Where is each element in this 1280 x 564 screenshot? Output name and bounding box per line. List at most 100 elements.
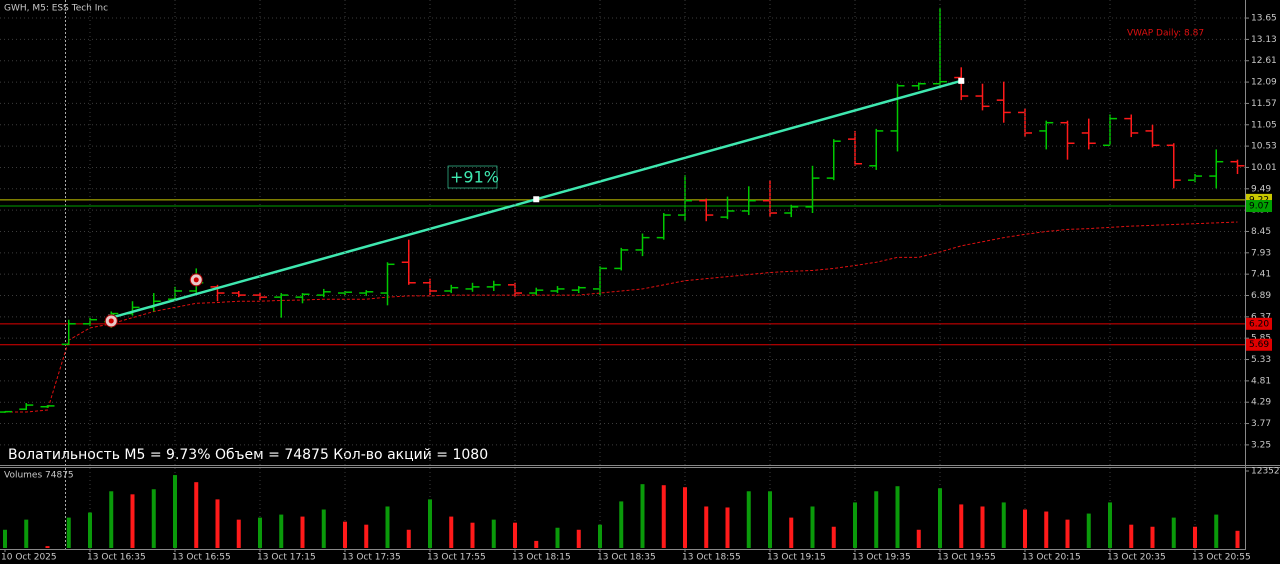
x-tick-label: 10 Oct 2025 [1, 553, 57, 563]
y-tick-label: 7.41 [1251, 270, 1271, 280]
volume-bar [938, 488, 942, 548]
volume-bar [130, 494, 135, 548]
x-tick-label: 13 Oct 16:55 [172, 553, 231, 563]
volume-bar [555, 527, 560, 548]
volume-bar [598, 524, 602, 548]
level-label: 5.69 [1249, 340, 1269, 350]
x-tick-label: 13 Oct 20:55 [1192, 553, 1251, 563]
trend-label-box [447, 165, 498, 189]
x-tick-label: 13 Oct 17:15 [257, 553, 316, 563]
volume-bar [1193, 526, 1197, 548]
x-tick-label: 13 Oct 19:15 [767, 553, 826, 563]
y-tick-label: 11.57 [1251, 99, 1277, 109]
y-tick-label: 6.37 [1251, 312, 1271, 322]
volume-bar [321, 509, 326, 548]
volume-bar [428, 499, 432, 548]
volume-bar [470, 522, 475, 548]
volume-bar [449, 516, 454, 548]
trend-handle [533, 196, 540, 203]
volume-bar [300, 516, 305, 548]
y-tick-label: 5.33 [1251, 355, 1271, 365]
x-tick-label: 13 Oct 18:15 [512, 553, 571, 563]
y-tick-label: 11.05 [1251, 120, 1277, 130]
y-tick-label: 10.01 [1251, 163, 1277, 173]
y-tick-label: 3.77 [1251, 419, 1271, 429]
volume-bar [619, 501, 624, 548]
trend-handle [958, 77, 965, 84]
y-tick-label: 13.13 [1251, 35, 1277, 45]
trend-label: +91% [450, 168, 499, 187]
volume-bar [236, 519, 241, 548]
trade-marker-dot [108, 318, 114, 324]
level-tag [1246, 317, 1272, 330]
y-tick-label: 4.29 [1251, 398, 1271, 408]
level-label: 6.20 [1249, 319, 1269, 329]
x-tick-label: 13 Oct 19:35 [852, 553, 911, 563]
x-tick-label: 13 Oct 18:55 [682, 553, 741, 563]
x-tick-label: 13 Oct 19:55 [937, 553, 996, 563]
x-tick-label: 13 Oct 17:55 [427, 553, 486, 563]
x-tick-label: 13 Oct 16:35 [87, 553, 146, 563]
volume-bar [534, 540, 539, 548]
volume-bar [88, 512, 92, 548]
volume-bar [576, 529, 581, 548]
volume-bar [1235, 530, 1240, 548]
volume-bar [661, 485, 666, 548]
trade-marker-dot [193, 277, 199, 283]
volume-bar [1171, 517, 1176, 548]
volume-bar [789, 517, 794, 548]
stats-text: Волатильность M5 = 9.73% Объем = 74875 К… [8, 447, 488, 463]
volume-bar [810, 506, 815, 548]
volume-bar [173, 475, 177, 548]
x-tick-label: 13 Oct 20:15 [1022, 553, 1081, 563]
volume-bar [364, 524, 369, 548]
volume-bar [215, 499, 220, 548]
x-tick-label: 13 Oct 20:35 [1107, 553, 1166, 563]
volume-bar [831, 526, 836, 548]
x-tick-label: 13 Oct 18:35 [597, 553, 656, 563]
y-tick-label: 13.65 [1251, 14, 1277, 24]
volume-bar [1001, 502, 1006, 548]
chart-title: GWH, M5: ESS Tech Inc [4, 4, 108, 14]
vwap-line [5, 221, 1238, 413]
volume-bar [1108, 502, 1112, 548]
volume-bar [385, 506, 390, 548]
volume-bar [513, 522, 517, 548]
y-tick-label: 10.53 [1251, 142, 1277, 152]
volume-bar [109, 491, 114, 548]
volume-bar [980, 506, 985, 548]
volume-bar [491, 519, 496, 548]
volume-bar [640, 484, 645, 548]
volume-bar [959, 504, 964, 548]
volume-bar [874, 491, 879, 548]
volume-bar [1214, 514, 1219, 548]
level-tag [1246, 200, 1272, 213]
volume-bar [916, 529, 921, 548]
y-tick-label: 12.61 [1251, 56, 1277, 66]
volume-bar [746, 491, 751, 548]
y-tick-label: 6.89 [1251, 291, 1271, 301]
volume-bar [1044, 511, 1049, 548]
volume-bar [704, 506, 709, 548]
volume-bar [768, 491, 772, 548]
volume-bar [683, 487, 687, 548]
volume-bar [24, 519, 29, 548]
y-tick-label: 12.09 [1251, 78, 1277, 88]
volume-bar [1065, 519, 1070, 548]
y-tick-label: 4.81 [1251, 376, 1271, 386]
volume-bar [343, 521, 347, 548]
volume-bar [66, 517, 71, 548]
volume-bar [1023, 509, 1027, 548]
x-tick-label: 13 Oct 17:35 [342, 553, 401, 563]
y-tick-label: 8.45 [1251, 227, 1271, 237]
vwap-label: VWAP Daily: 8.87 [1127, 29, 1204, 39]
y-tick-label: 9.49 [1251, 184, 1271, 194]
level-tag [1246, 338, 1272, 351]
volume-title: Volumes 74875 [4, 471, 74, 481]
volume-bar [1150, 526, 1155, 548]
y-tick-label: 5.85 [1251, 334, 1271, 344]
volume-bar [1086, 513, 1091, 548]
